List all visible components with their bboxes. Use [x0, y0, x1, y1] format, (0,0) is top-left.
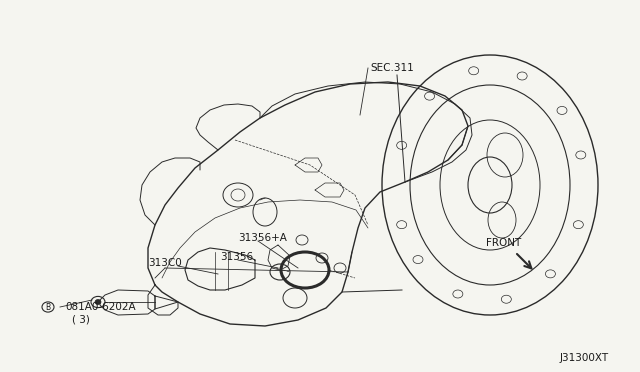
Text: SEC.311: SEC.311: [370, 63, 413, 73]
Text: 31356: 31356: [220, 252, 253, 262]
Text: B: B: [45, 302, 51, 311]
Text: 31356+A: 31356+A: [238, 233, 287, 243]
Text: J31300XT: J31300XT: [560, 353, 609, 363]
Text: FRONT: FRONT: [486, 238, 521, 248]
Text: 313C0: 313C0: [148, 258, 182, 268]
Ellipse shape: [95, 299, 101, 305]
Text: 081A0-6202A: 081A0-6202A: [65, 302, 136, 312]
Text: ( 3): ( 3): [72, 315, 90, 325]
